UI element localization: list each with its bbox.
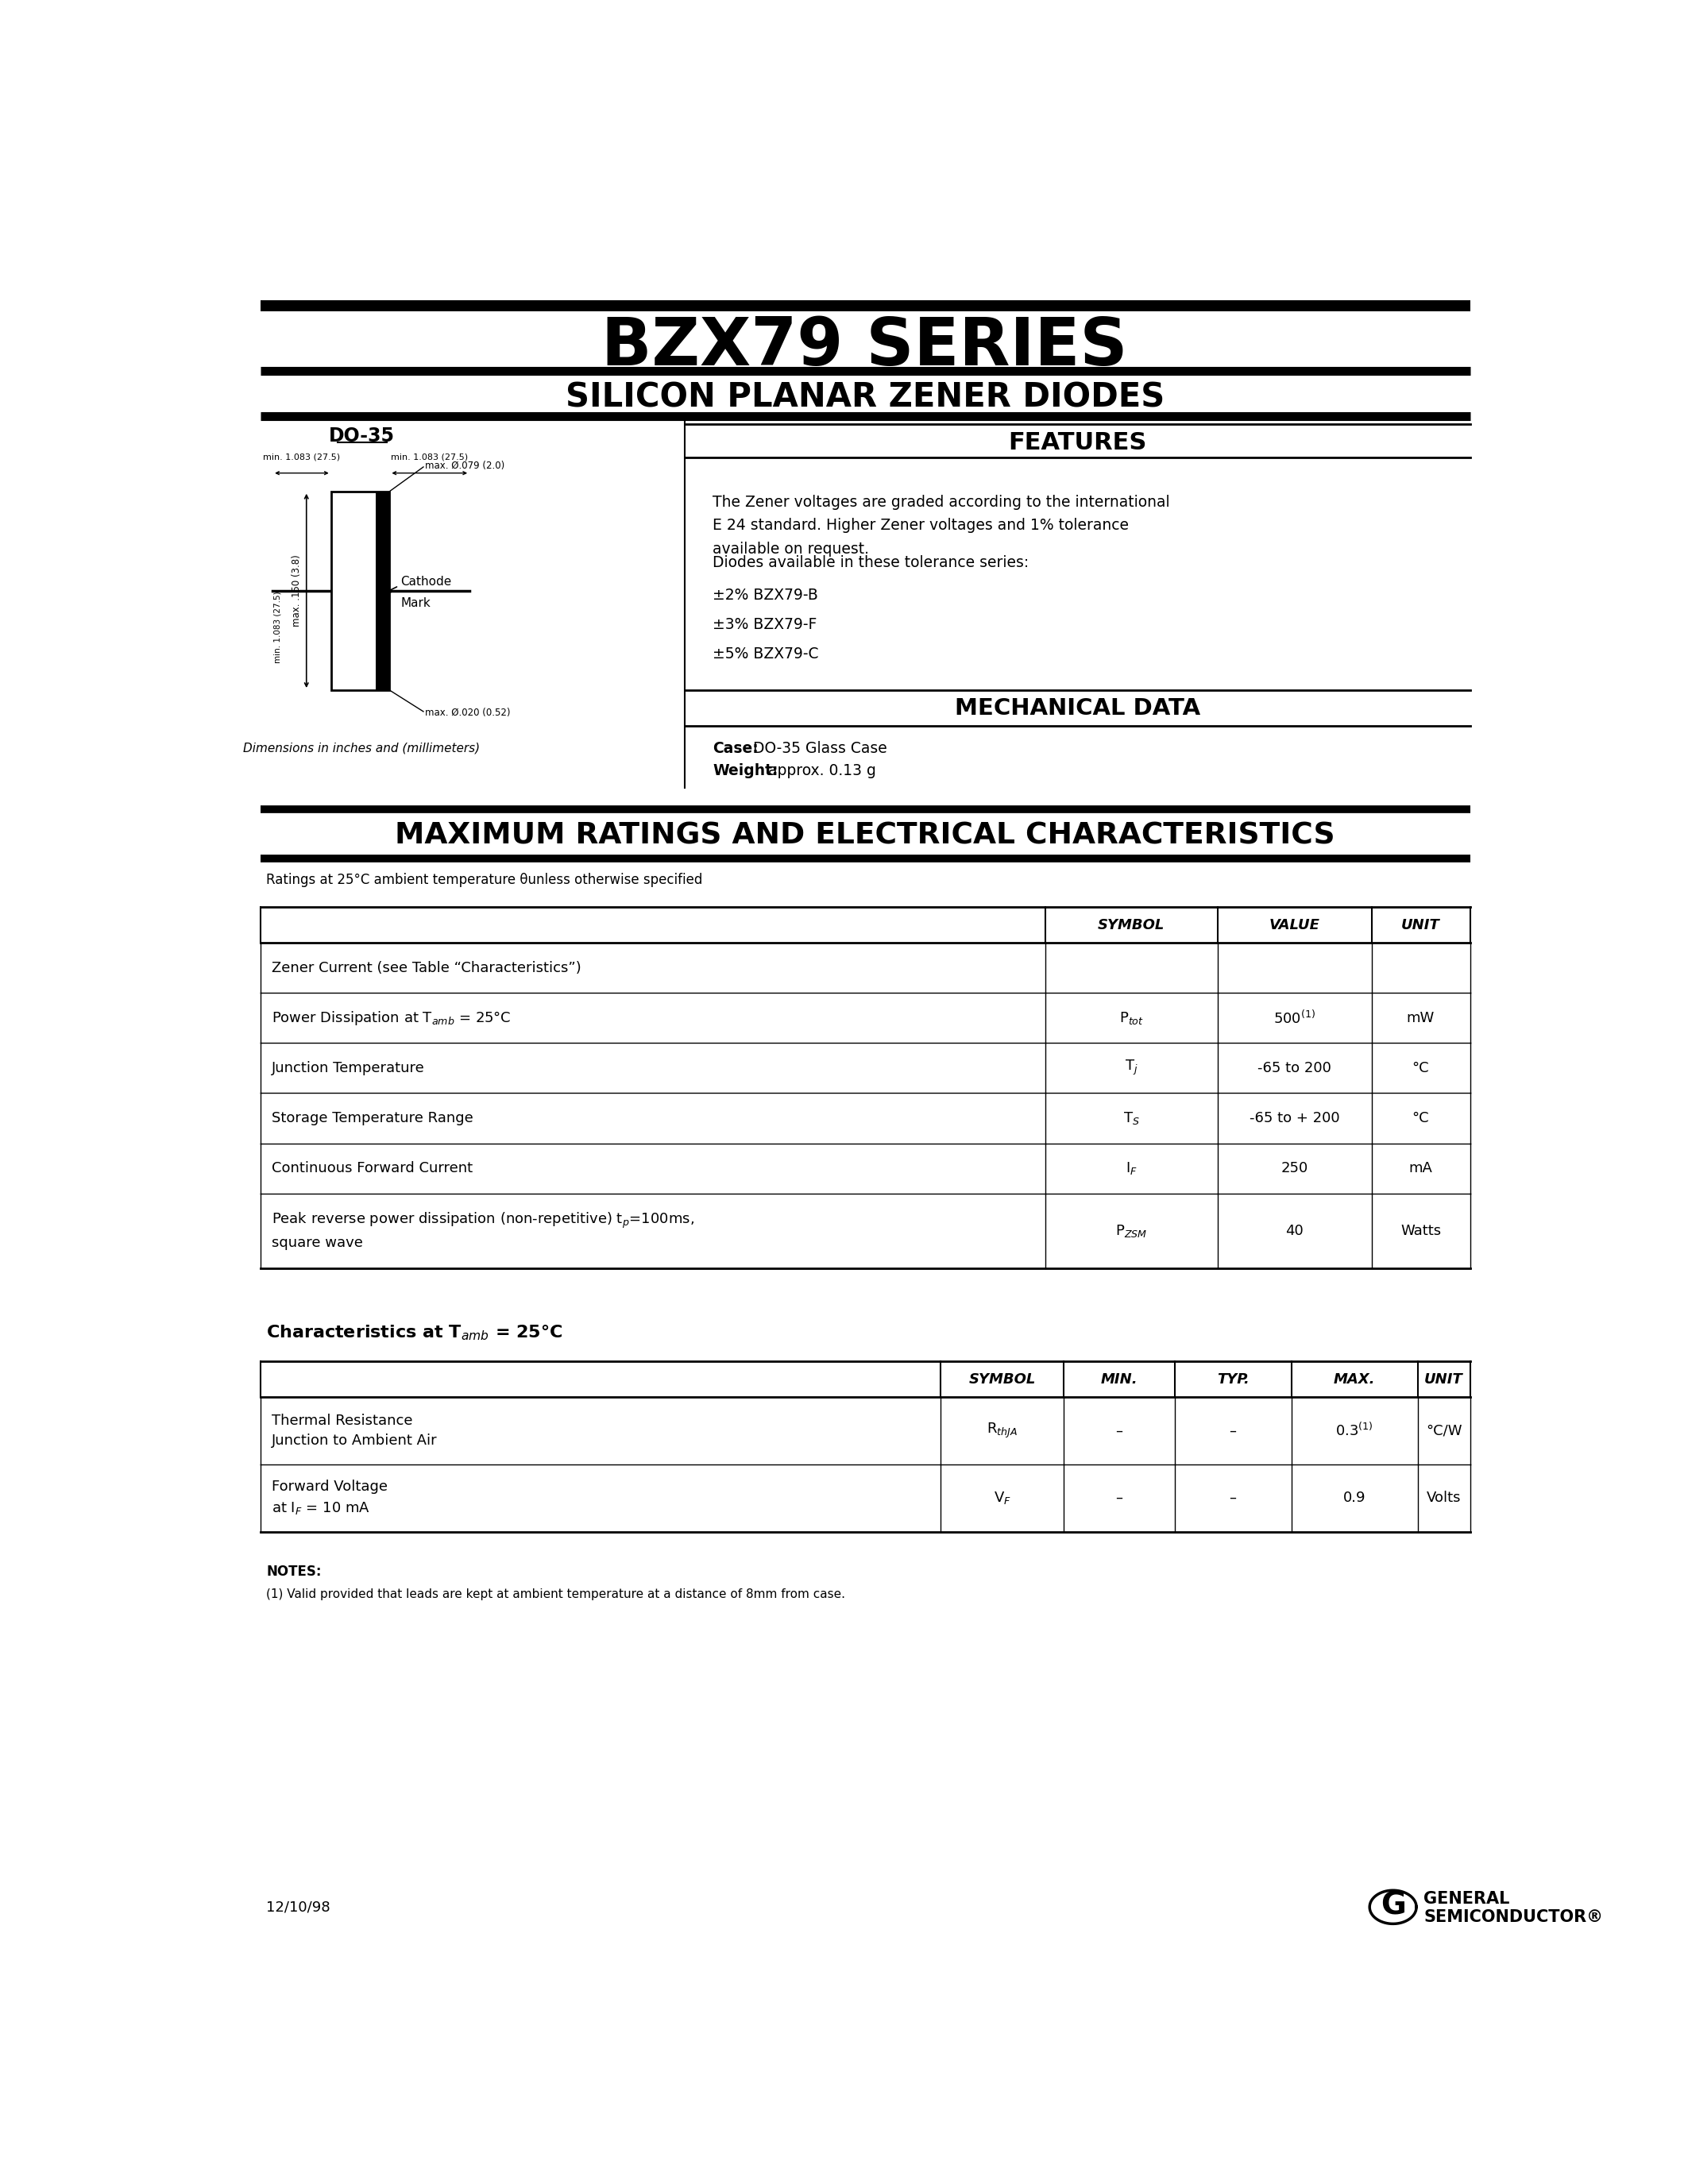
Text: Thermal Resistance
Junction to Ambient Air: Thermal Resistance Junction to Ambient A… [272,1413,437,1448]
Text: MAX.: MAX. [1334,1372,1376,1387]
Text: 12/10/98: 12/10/98 [267,1900,331,1913]
Text: mW: mW [1406,1011,1435,1024]
Text: DO-35: DO-35 [329,426,395,446]
Text: ±2% BZX79-B: ±2% BZX79-B [712,587,819,603]
Text: Power Dissipation at T$_{amb}$ = 25°C: Power Dissipation at T$_{amb}$ = 25°C [272,1009,511,1026]
Text: Dimensions in inches and (millimeters): Dimensions in inches and (millimeters) [243,743,481,753]
Text: Peak reverse power dissipation (non-repetitive) t$_p$=100ms,
square wave: Peak reverse power dissipation (non-repe… [272,1212,694,1249]
Text: Characteristics at T$_{amb}$ = 25°C: Characteristics at T$_{amb}$ = 25°C [267,1324,564,1343]
Text: max. .150 (3.8): max. .150 (3.8) [292,555,302,627]
Text: SILICON PLANAR ZENER DIODES: SILICON PLANAR ZENER DIODES [565,382,1165,415]
Text: ±5% BZX79-C: ±5% BZX79-C [712,646,819,662]
Text: GENERAL: GENERAL [1423,1891,1509,1907]
Text: Watts: Watts [1401,1223,1442,1238]
Text: DO-35 Glass Case: DO-35 Glass Case [753,740,886,756]
Text: min. 1.083 (27.5): min. 1.083 (27.5) [273,592,282,664]
Text: TYP.: TYP. [1217,1372,1249,1387]
Text: V$_F$: V$_F$ [993,1489,1011,1507]
Text: UNIT: UNIT [1401,917,1440,933]
Text: G: G [1381,1891,1406,1922]
Text: Cathode: Cathode [400,577,452,587]
Text: Diodes available in these tolerance series:: Diodes available in these tolerance seri… [712,555,1030,570]
Text: –: – [1229,1424,1237,1437]
Text: R$_{thJA}$: R$_{thJA}$ [986,1422,1018,1439]
Text: Junction Temperature: Junction Temperature [272,1061,424,1075]
Text: Weight:: Weight: [712,764,778,778]
Bar [331,491,390,690]
Text: NOTES:: NOTES: [267,1564,322,1579]
Text: UNIT: UNIT [1425,1372,1463,1387]
Text: –: – [1116,1492,1123,1505]
Text: -65 to 200: -65 to 200 [1258,1061,1332,1075]
Text: 0.9: 0.9 [1344,1492,1366,1505]
Text: Storage Temperature Range: Storage Temperature Range [272,1112,473,1125]
Text: FEATURES: FEATURES [1008,430,1146,454]
Text: 250: 250 [1281,1162,1308,1175]
Text: Forward Voltage
at I$_F$ = 10 mA: Forward Voltage at I$_F$ = 10 mA [272,1481,387,1516]
Text: Case:: Case: [712,740,758,756]
Text: SYMBOL: SYMBOL [969,1372,1036,1387]
Text: min. 1.083 (27.5): min. 1.083 (27.5) [392,452,468,461]
Text: Continuous Forward Current: Continuous Forward Current [272,1162,473,1175]
Text: °C: °C [1413,1061,1430,1075]
Text: 40: 40 [1286,1223,1303,1238]
Text: Mark: Mark [400,596,430,609]
Text: T$_j$: T$_j$ [1124,1059,1138,1077]
Text: max. Ø.020 (0.52): max. Ø.020 (0.52) [425,708,511,719]
Bar [376,491,390,690]
Text: (1) Valid provided that leads are kept at ambient temperature at a distance of 8: (1) Valid provided that leads are kept a… [267,1588,846,1601]
Text: Ratings at 25°C ambient temperature θunless otherwise specified: Ratings at 25°C ambient temperature θunl… [267,874,702,887]
Text: I$_F$: I$_F$ [1126,1160,1138,1177]
Text: SEMICONDUCTOR®: SEMICONDUCTOR® [1423,1909,1604,1924]
Text: mA: mA [1409,1162,1433,1175]
Text: VALUE: VALUE [1269,917,1320,933]
Text: 0.3$^{(1)}$: 0.3$^{(1)}$ [1335,1422,1374,1439]
Text: BZX79 SERIES: BZX79 SERIES [601,314,1128,378]
Text: MECHANICAL DATA: MECHANICAL DATA [955,697,1200,719]
Text: P$_{ZSM}$: P$_{ZSM}$ [1116,1223,1148,1238]
Text: –: – [1116,1424,1123,1437]
Text: -65 to + 200: -65 to + 200 [1249,1112,1340,1125]
Text: min. 1.083 (27.5): min. 1.083 (27.5) [263,452,341,461]
Text: approx. 0.13 g: approx. 0.13 g [768,764,876,778]
Text: The Zener voltages are graded according to the international
E 24 standard. High: The Zener voltages are graded according … [712,494,1170,557]
Text: °C/W: °C/W [1426,1424,1462,1437]
Text: ±3% BZX79-F: ±3% BZX79-F [712,618,817,631]
Text: Volts: Volts [1426,1492,1462,1505]
Text: P$_{tot}$: P$_{tot}$ [1119,1009,1144,1026]
Text: T$_S$: T$_S$ [1123,1109,1139,1127]
Text: 500$^{(1)}$: 500$^{(1)}$ [1273,1009,1315,1026]
Text: Zener Current (see Table “Characteristics”): Zener Current (see Table “Characteristic… [272,961,581,974]
Text: MIN.: MIN. [1101,1372,1138,1387]
Text: max. Ø.079 (2.0): max. Ø.079 (2.0) [425,461,505,472]
Text: SYMBOL: SYMBOL [1097,917,1165,933]
Text: °C: °C [1413,1112,1430,1125]
Text: MAXIMUM RATINGS AND ELECTRICAL CHARACTERISTICS: MAXIMUM RATINGS AND ELECTRICAL CHARACTER… [395,821,1335,850]
Text: –: – [1229,1492,1237,1505]
